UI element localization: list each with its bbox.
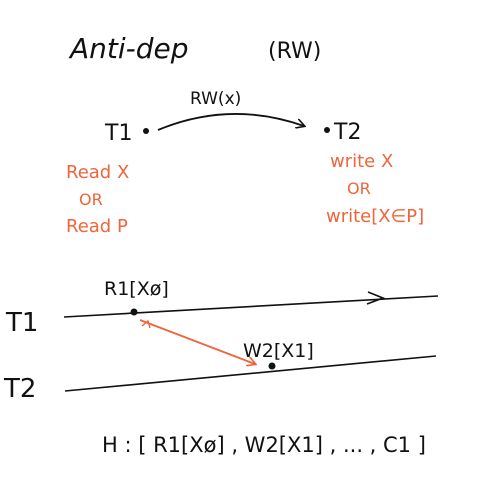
anti-dependency-arrow-tail xyxy=(141,319,151,329)
t1-op-read-p: Read P xyxy=(66,216,128,237)
write-op-label: W2[X1] xyxy=(243,340,314,362)
title: Anti-dep xyxy=(68,32,189,65)
write-op-dot xyxy=(268,362,276,370)
t1-timeline-arrowhead xyxy=(366,291,386,305)
title-suffix: (RW) xyxy=(268,39,321,64)
read-op-label: R1[Xø] xyxy=(104,278,169,300)
node-t2-label: T2 xyxy=(333,120,361,145)
t1-op-or: OR xyxy=(79,190,103,209)
t1-timeline xyxy=(63,295,439,318)
read-op-dot xyxy=(130,308,138,316)
anti-dependency-arrow xyxy=(139,319,255,364)
t2-op-or: OR xyxy=(347,179,371,198)
node-t2-dot xyxy=(324,127,330,133)
node-t1-dot xyxy=(143,128,149,134)
node-t1-label: T1 xyxy=(104,121,132,146)
t2-op-write-x: write X xyxy=(330,151,393,172)
t1-op-read-x: Read X xyxy=(66,162,129,183)
t2-timeline xyxy=(64,355,437,392)
history-line: H : [ R1[Xø] , W2[X1] , ... , C1 ] xyxy=(102,433,426,457)
t2-timeline-label: T2 xyxy=(3,374,36,404)
t2-op-write-xp: write[X∈P] xyxy=(326,206,424,227)
edge-label: RW(x) xyxy=(190,89,241,109)
rw-edge-arrow xyxy=(157,113,304,131)
t1-timeline-label: T1 xyxy=(5,308,38,338)
